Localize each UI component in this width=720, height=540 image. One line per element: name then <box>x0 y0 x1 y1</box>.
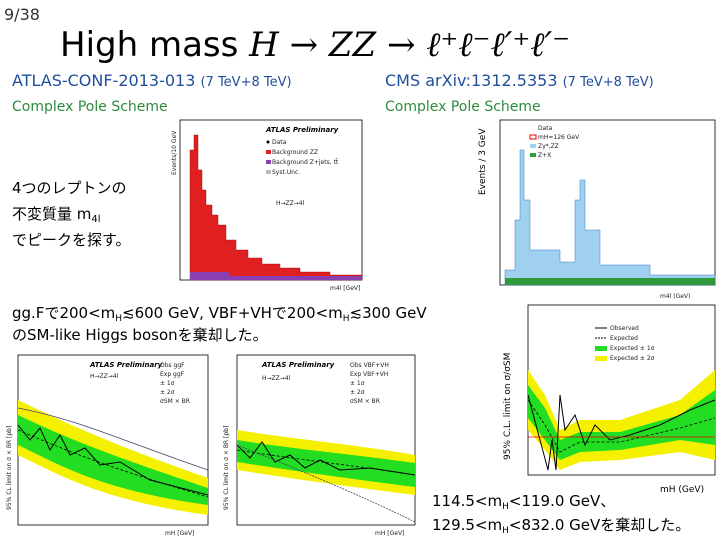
legend-entry: Expected <box>610 335 638 342</box>
cms-mass-plot: Data mH=126 GeV Zγ*,ZZ Z+X m4l (GeV) Eve… <box>478 119 716 300</box>
plot-header: ATLAS Preliminary <box>265 126 339 134</box>
x-label: m4l [GeV] <box>330 285 360 292</box>
result-line: 114.5<mH<119.0 GeV、 <box>432 492 615 512</box>
legend-entry: ± 2σ <box>160 389 175 396</box>
process: H→ZZ→4l <box>276 200 305 207</box>
text: 114.5<m <box>432 492 502 510</box>
subscript: H <box>115 314 122 324</box>
legend-entry: Obs VBF+VH <box>350 362 389 369</box>
result-line: 129.5<mH<832.0 GeVを棄却した。 <box>432 516 690 536</box>
reference: CMS arXiv:1312.5353 (7 TeV+8 TeV) <box>385 71 654 90</box>
atlas-mass-plot: ATLAS Preliminary Data Background ZZ Bac… <box>171 119 363 292</box>
subscript: H <box>343 314 350 324</box>
y-label: 95% CL limit on σ × BR [pb] <box>6 426 13 510</box>
legend-entry: Background Z+jets, tt̄ <box>272 159 339 166</box>
legend-entry: Expected ± 2σ <box>610 355 655 362</box>
text: <119.0 GeV、 <box>509 492 615 510</box>
legend-entry: Obs ggF <box>160 362 185 369</box>
ref-name: CMS arXiv:1312.5353 <box>385 71 558 90</box>
process: H→ZZ→4l <box>90 373 119 380</box>
legend-entry: Expected ± 1σ <box>610 345 655 352</box>
ref-energy: (7 TeV+8 TeV) <box>563 75 654 90</box>
text: 129.5<m <box>432 516 502 534</box>
atlas-ggf-limit-plot: ATLAS Preliminary H→ZZ→4l Obs ggF Exp gg… <box>6 354 209 537</box>
legend-entry: Z+X <box>538 152 551 159</box>
x-label: mH [GeV] <box>375 530 404 537</box>
y-label: Events/10 GeV <box>171 130 178 175</box>
legend-entry: mH=126 GeV <box>538 134 580 141</box>
text: 不変質量 m <box>12 205 91 223</box>
x-label: m4l (GeV) <box>660 293 690 300</box>
subscript: H <box>502 526 509 536</box>
plot-header: ATLAS Preliminary <box>89 361 163 369</box>
x-label: mH (GeV) <box>660 485 704 495</box>
slide-number: 9/38 <box>4 5 40 24</box>
atlas-vbf-limit-plot: ATLAS Preliminary H→ZZ→4l Obs VBF+VH Exp… <box>223 354 416 537</box>
scheme: Complex Pole Scheme <box>12 99 168 115</box>
legend-entry: Zγ*,ZZ <box>538 143 559 150</box>
text: ≲600 GeV, VBF+VHで200<m <box>122 304 343 322</box>
text: <832.0 GeVを棄却した。 <box>509 516 690 534</box>
x-label: mH [GeV] <box>165 530 194 537</box>
y-label: Events / 3 GeV <box>478 128 488 195</box>
legend-entry: Observed <box>610 325 639 332</box>
note-line: 不変質量 m4l <box>12 205 101 225</box>
legend-entry: Exp ggF <box>160 371 185 378</box>
legend-entry: σSM × BR <box>350 398 380 405</box>
ref-energy: (7 TeV+8 TeV) <box>200 75 291 90</box>
legend-entry: Exp VBF+VH <box>350 371 388 378</box>
y-label: 95% C.L. limit on σ/σSM <box>503 353 513 460</box>
legend-entry: ± 1σ <box>160 380 175 387</box>
note-line: 4つのレプトンの <box>12 179 127 197</box>
legend-entry: σSM × BR <box>160 398 190 405</box>
legend-entry: Data <box>538 125 553 132</box>
y-label: 95% CL limit on σ × BR [pb] <box>223 426 230 510</box>
subscript: H <box>502 502 509 512</box>
process: H→ZZ→4l <box>262 375 291 382</box>
legend-entry: ± 2σ <box>350 389 365 396</box>
plot-header: ATLAS Preliminary <box>261 361 335 369</box>
note-line: でピークを探す。 <box>12 231 131 249</box>
title-formula: H → ZZ → ℓ⁺ℓ⁻ℓ′⁺ℓ′⁻ <box>248 25 570 65</box>
result-line: のSM-like Higgs bosonを棄却した。 <box>12 326 268 344</box>
legend-entry: Syst.Unc. <box>272 169 300 176</box>
result-line: gg.Fで200<mH≲600 GeV, VBF+VHで200<mH≲300 G… <box>12 304 427 324</box>
text: ≲300 GeV <box>350 304 428 322</box>
scheme: Complex Pole Scheme <box>385 99 541 115</box>
subscript: 4l <box>91 214 100 225</box>
legend-entry: ± 1σ <box>350 380 365 387</box>
reference: ATLAS-CONF-2013-013 (7 TeV+8 TeV) <box>12 71 292 90</box>
legend-entry: Data <box>272 139 287 146</box>
title-text: High mass <box>60 25 238 65</box>
text: gg.Fで200<m <box>12 304 115 322</box>
legend-entry: Background ZZ <box>272 149 318 156</box>
title: High mass H → ZZ → ℓ⁺ℓ⁻ℓ′⁺ℓ′⁻ <box>60 25 570 65</box>
ref-name: ATLAS-CONF-2013-013 <box>12 71 195 90</box>
cms-limit-plot: Observed Expected Expected ± 1σ Expected… <box>503 304 716 495</box>
